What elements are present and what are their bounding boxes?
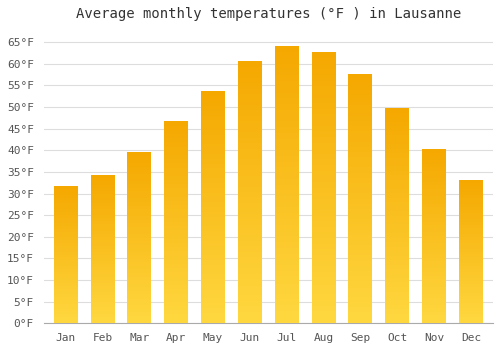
- Title: Average monthly temperatures (°F ) in Lausanne: Average monthly temperatures (°F ) in La…: [76, 7, 461, 21]
